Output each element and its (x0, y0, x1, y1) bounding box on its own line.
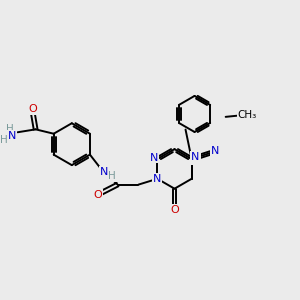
Text: O: O (170, 205, 179, 214)
Text: N: N (150, 153, 158, 163)
Text: H: H (6, 124, 13, 134)
Text: N: N (153, 174, 162, 184)
Text: N: N (192, 154, 200, 164)
Text: CH₃: CH₃ (238, 110, 257, 120)
Text: N: N (100, 167, 108, 177)
Text: N: N (191, 152, 200, 162)
Text: O: O (93, 190, 102, 200)
Text: H: H (0, 134, 8, 145)
Text: N: N (153, 174, 162, 184)
Text: H: H (108, 171, 116, 181)
Text: O: O (28, 104, 37, 114)
Text: N: N (191, 153, 199, 163)
Text: N: N (211, 146, 219, 157)
Text: N: N (8, 131, 16, 141)
